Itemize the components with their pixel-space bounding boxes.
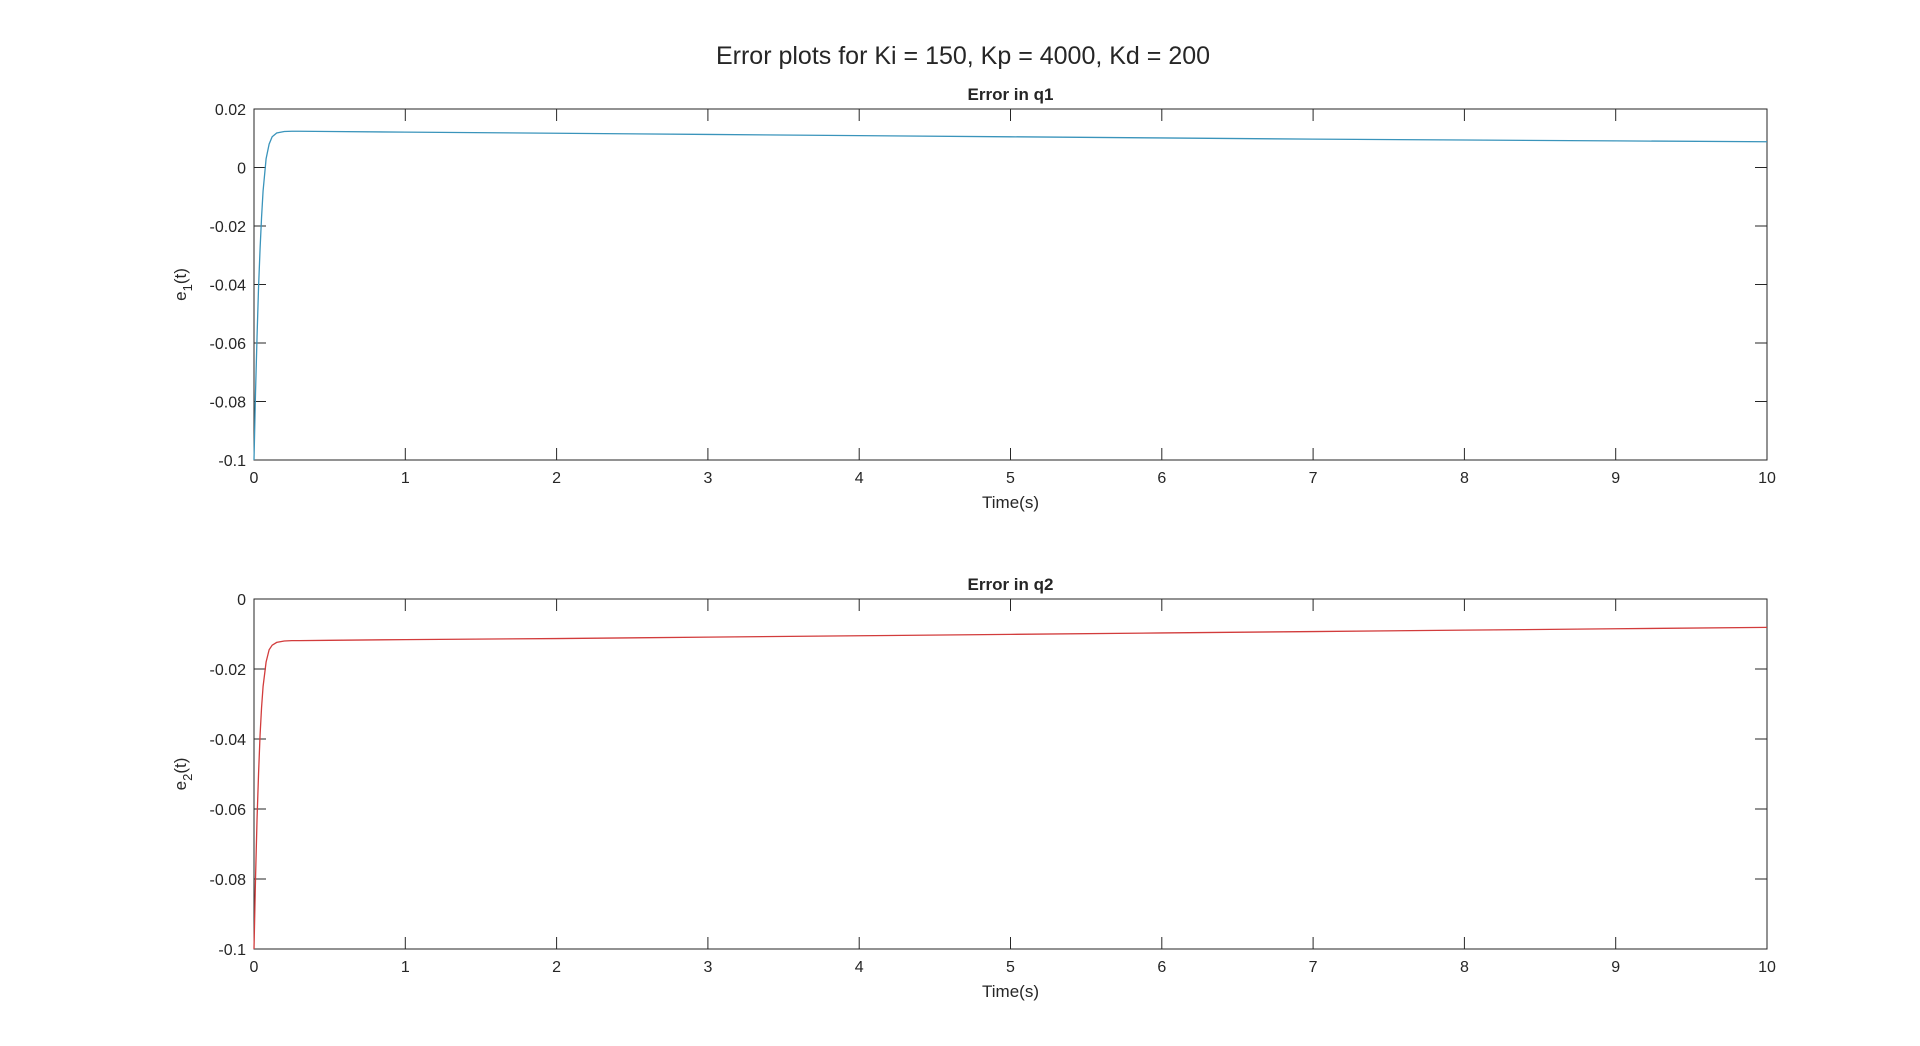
y-tick-label-2: -0.08 [210, 872, 247, 889]
subplot-error-q2: 0 1 2 3 4 5 6 7 8 9 10 -0.1 -0.08 -0.06 -0.04 -0.02 0 Err… [171, 575, 1776, 1001]
x-tick-label-2: 8 [1460, 959, 1469, 976]
y-tick-label-1: -0.06 [210, 336, 247, 353]
x-tick-label-2: 0 [250, 959, 259, 976]
y-axis-label-subscript: 1 [180, 284, 195, 291]
x-tick-label-1: 0 [250, 470, 259, 487]
x-tick-label-1: 1 [401, 470, 410, 487]
series-line-2 [253, 626, 1768, 950]
y-tick-label-2: 0 [237, 592, 246, 609]
series-line-1 [253, 130, 1768, 461]
subplot-title-1: Error in q1 [968, 85, 1054, 104]
plot-area-1 [253, 108, 1768, 461]
y-axis-label-suffix: (t) [171, 268, 190, 284]
y-axis-label-subscript: 2 [180, 774, 195, 781]
subplot-title-2: Error in q2 [968, 575, 1054, 594]
x-tick-label-2: 4 [855, 959, 864, 976]
x-tick-label-1: 2 [552, 470, 561, 487]
x-tick-label-2: 9 [1611, 959, 1620, 976]
x-axis-label-2: Time(s) [982, 982, 1039, 1001]
y-tick-label-1: -0.04 [210, 278, 247, 295]
x-tick-label-1: 8 [1460, 470, 1469, 487]
x-tick-label-1: 9 [1611, 470, 1620, 487]
x-tick-label-2: 1 [401, 959, 410, 976]
x-tick-label-1: 10 [1758, 470, 1776, 487]
y-axis-label-suffix: (t) [171, 758, 190, 774]
y-axis-label-2: e2(t) [171, 758, 195, 791]
y-axis-label-base: e [171, 291, 190, 300]
y-tick-label-1: -0.08 [210, 395, 247, 412]
x-tick-label-2: 5 [1006, 959, 1015, 976]
x-tick-label-2: 7 [1309, 959, 1318, 976]
figure-title: Error plots for Ki = 150, Kp = 4000, Kd … [716, 42, 1210, 70]
y-axis-label-base: e [171, 781, 190, 790]
y-axis-label-1: e1(t) [171, 268, 195, 301]
y-tick-label-2: -0.1 [218, 942, 246, 959]
x-tick-label-1: 6 [1157, 470, 1166, 487]
x-tick-label-1: 5 [1006, 470, 1015, 487]
x-tick-label-1: 3 [703, 470, 712, 487]
x-tick-label-1: 4 [855, 470, 864, 487]
y-tick-label-2: -0.04 [210, 732, 247, 749]
y-tick-label-1: 0.02 [215, 102, 246, 119]
subplot-error-q1: 0 1 2 3 4 5 6 7 8 9 10 -0.1 -0.08 -0.06 -0.04 -0.02 0 0.0… [171, 85, 1776, 512]
y-tick-label-2: -0.02 [210, 662, 247, 679]
y-tick-label-2: -0.06 [210, 802, 247, 819]
plot-area-2 [253, 598, 1768, 950]
x-tick-label-1: 7 [1309, 470, 1318, 487]
x-axis-label-1: Time(s) [982, 493, 1039, 512]
x-tick-label-2: 3 [703, 959, 712, 976]
y-tick-label-1: 0 [237, 161, 246, 178]
y-tick-label-1: -0.02 [210, 219, 247, 236]
x-tick-label-2: 2 [552, 959, 561, 976]
x-tick-label-2: 6 [1157, 959, 1166, 976]
x-tick-label-2: 10 [1758, 959, 1776, 976]
y-tick-label-1: -0.1 [218, 453, 246, 470]
